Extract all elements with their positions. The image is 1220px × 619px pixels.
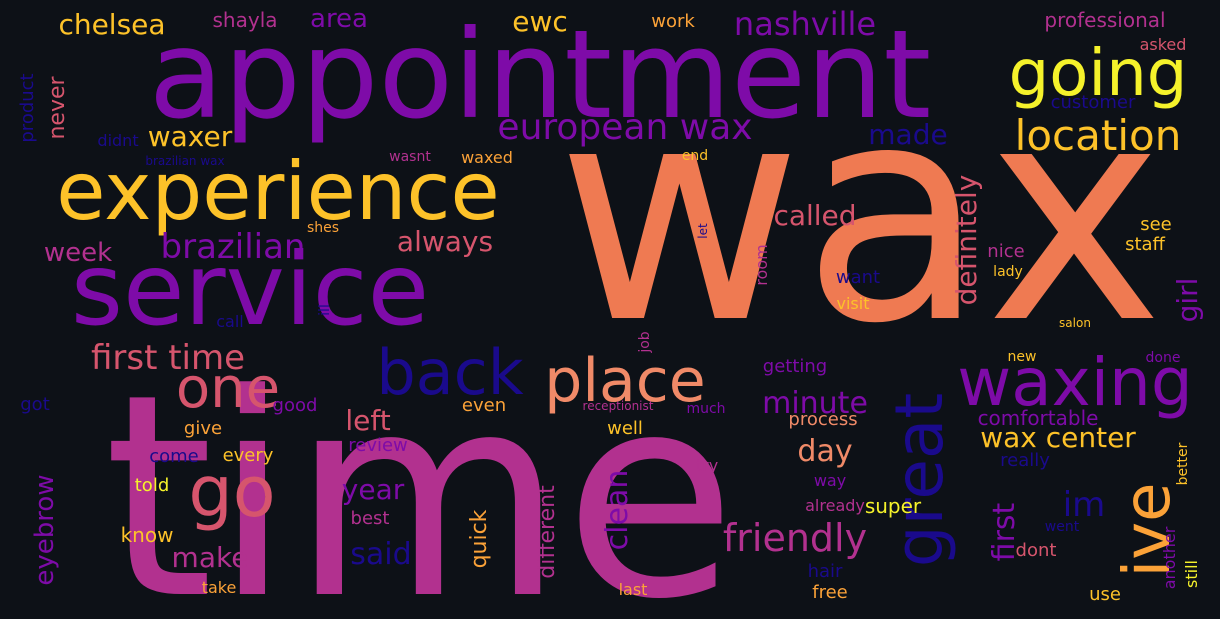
word-already: already [805, 496, 865, 515]
word-called: called [773, 199, 857, 232]
word-location: location [1014, 111, 1182, 160]
word-getting: getting [762, 356, 828, 377]
word-shes: shes [306, 220, 340, 236]
word-receptionist: receptionist [582, 399, 654, 413]
word-give: give [183, 418, 223, 439]
word-chelsea: chelsea [58, 8, 166, 41]
word-take: take [201, 578, 237, 597]
word-every: every [222, 445, 274, 466]
word-minute: minute [762, 386, 868, 421]
word-waxer: waxer [147, 120, 233, 153]
word-much: much [686, 401, 726, 417]
word-see: see [1140, 214, 1172, 235]
word-really: really [1000, 450, 1050, 471]
word-visit: visit [836, 294, 870, 313]
word-first-time: first time [90, 338, 246, 378]
word-let: let [696, 223, 710, 239]
word-comfortable: comfortable [977, 406, 1099, 430]
word-year: year [341, 473, 405, 506]
word-asked: asked [1139, 35, 1187, 54]
word-waxing: waxing [957, 344, 1193, 421]
word-back: back [376, 336, 524, 409]
word-didnt: didnt [97, 131, 139, 150]
word-room: room [752, 244, 771, 286]
word-know: know [120, 523, 174, 547]
word-service: service [70, 231, 430, 348]
word-make: make [171, 541, 249, 574]
word-come: come [149, 446, 199, 467]
word-definitely: definitely [950, 174, 983, 306]
word-nashville: nashville [733, 5, 877, 43]
word-staff: staff [1125, 234, 1165, 255]
word-appointment: appointment [148, 4, 932, 146]
word-week: week [43, 238, 113, 268]
word-job: job [637, 331, 653, 353]
word-customer: customer [1050, 92, 1136, 113]
word-dont: dont [1015, 540, 1057, 561]
word-lady: lady [993, 264, 1023, 280]
word-even: even [461, 395, 507, 416]
word-european-wax: european wax [497, 107, 753, 148]
word-hair: hair [807, 561, 843, 582]
word-call: call [216, 312, 244, 331]
word-one: one [175, 356, 281, 421]
word-day: day [797, 434, 853, 469]
word-go: go [188, 451, 276, 533]
word-better: better [1175, 442, 1191, 486]
word-left: left [345, 404, 391, 437]
word-work: work [651, 11, 695, 32]
word-going: going [1008, 37, 1188, 111]
word-ill: ill [317, 304, 333, 316]
word-still: still [1182, 560, 1201, 588]
word-never: never [45, 76, 70, 140]
word-experience: experience [56, 145, 500, 238]
word-want: want [835, 267, 881, 288]
word-clean: clean [600, 469, 635, 551]
word-done: done [1145, 350, 1181, 366]
word-went: went [1044, 519, 1080, 535]
word-girl: girl [1171, 277, 1204, 323]
word-end: end [681, 148, 709, 164]
word-salon: salon [1059, 316, 1091, 330]
word-wax-center: wax center [980, 421, 1136, 454]
word-well: well [607, 418, 643, 439]
word-said: said [350, 537, 412, 572]
word-shayla: shayla [212, 8, 278, 32]
word-told: told [134, 475, 170, 496]
word-wasnt: wasnt [389, 149, 431, 165]
word-eyebrow: eyebrow [30, 474, 60, 586]
word-quick: quick [467, 509, 492, 569]
word-professional: professional [1044, 8, 1166, 32]
word-good: good [272, 395, 318, 416]
word-area: area [310, 4, 368, 34]
word-best: best [350, 508, 390, 529]
word-brazilian: brazilian [160, 227, 306, 267]
word-im: im [1062, 485, 1106, 525]
word-got: got [20, 394, 50, 415]
word-last: last [618, 580, 648, 599]
word-super: super [864, 494, 922, 518]
word-friendly: friendly [722, 516, 868, 560]
word-ewc: ewc [512, 5, 568, 38]
word-place: place [544, 346, 706, 416]
word-try: try [695, 456, 719, 475]
word-nice: nice [987, 241, 1025, 262]
word-always: always [396, 225, 494, 258]
word-another: another [1160, 526, 1179, 590]
word-product: product [17, 73, 38, 143]
word-use: use [1089, 584, 1121, 605]
word-waxed: waxed [461, 148, 513, 167]
word-time: time [103, 335, 737, 619]
word-wax: wax [556, 40, 1164, 389]
word-process: process [788, 409, 858, 430]
word-brazilian-wax: brazilian wax [145, 154, 225, 168]
word-different: different [535, 485, 560, 579]
word-review: review [348, 435, 408, 456]
word-new: new [1007, 349, 1037, 365]
word-made: made [868, 118, 948, 151]
word-way: way [813, 471, 847, 490]
word-great: great [881, 392, 958, 568]
word-free: free [812, 582, 848, 603]
